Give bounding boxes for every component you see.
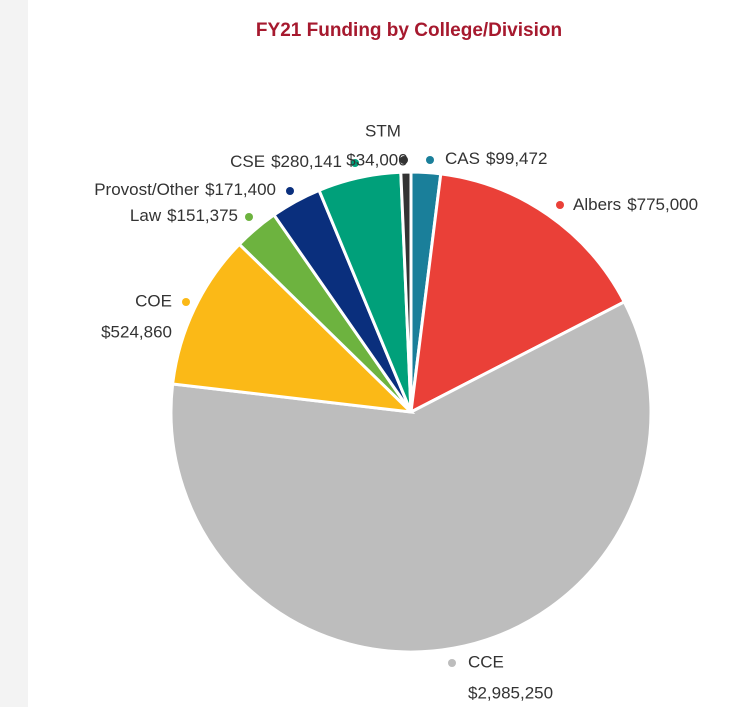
slice-label: CAS $99,472: [445, 149, 547, 168]
slice-value: $34,000: [346, 150, 407, 169]
legend-dot: [182, 298, 190, 306]
slice-name: Provost/Other: [94, 180, 199, 199]
slice-value: $171,400: [205, 180, 276, 199]
slice-name: CAS: [445, 149, 480, 168]
slice-name: CSE: [230, 152, 265, 171]
slice-label: CSE $280,141: [230, 152, 342, 171]
pie-slice: [169, 299, 653, 654]
slice-value: $2,985,250: [468, 683, 553, 702]
slice-value: $524,860: [101, 322, 172, 341]
legend-dot: [556, 201, 564, 209]
slice-value: $151,375: [167, 206, 238, 225]
legend-dot: [400, 156, 408, 164]
slice-label: Albers $775,000: [573, 195, 698, 214]
slice-label: Provost/Other $171,400: [94, 180, 276, 199]
slice-value: $775,000: [627, 195, 698, 214]
slice-label: CCE: [468, 652, 504, 671]
legend-dot: [245, 213, 253, 221]
legend-dot: [448, 659, 456, 667]
side-strip: [0, 0, 28, 707]
slice-label: Law $151,375: [130, 206, 238, 225]
pie-slice: [409, 172, 627, 415]
slice-name: Law: [130, 206, 162, 225]
slice-value: $280,141: [271, 152, 342, 171]
chart-title: FY21 Funding by College/Division: [256, 20, 562, 41]
legend-dot: [426, 156, 434, 164]
pie-slice: [170, 242, 416, 415]
slice-label: COE: [135, 291, 172, 310]
slice-label: STM: [365, 121, 401, 140]
pie-slice: [399, 170, 413, 413]
slice-name: Albers: [573, 195, 621, 214]
legend-dot: [351, 159, 359, 167]
legend-dot: [286, 187, 294, 195]
slice-value: $99,472: [486, 149, 547, 168]
